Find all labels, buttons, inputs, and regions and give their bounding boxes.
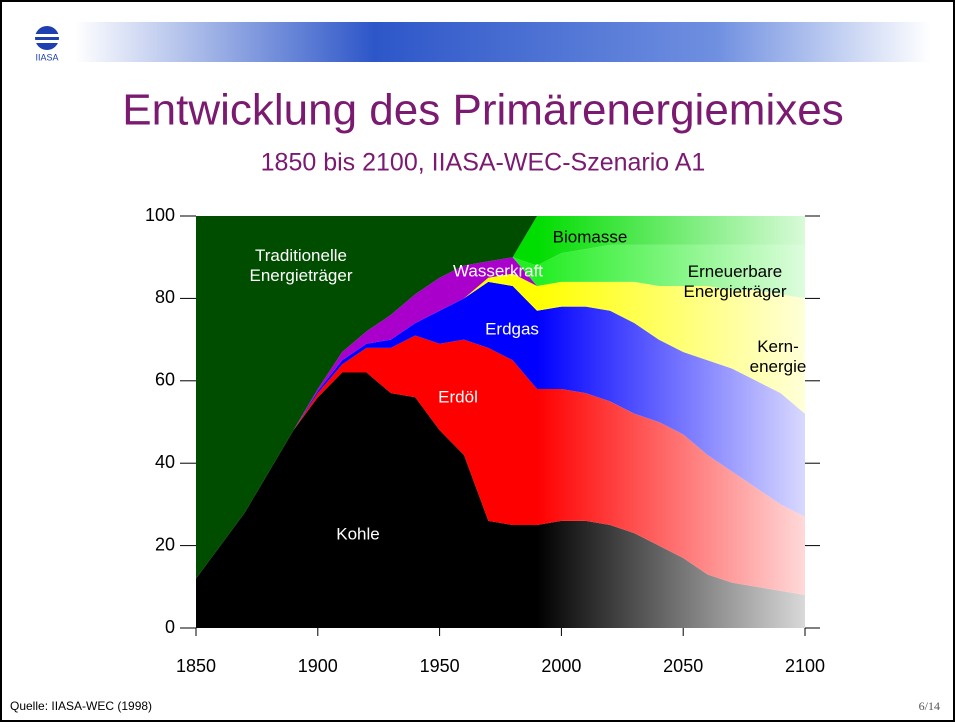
page-number: 6/14 <box>919 699 940 713</box>
area-label: Traditionelle Energieträger <box>249 246 352 285</box>
scenario-fade <box>537 216 805 628</box>
slide-subtitle: 1850 bis 2100, IIASA-WEC-Szenario A1 <box>261 149 706 177</box>
area-label: Biomasse <box>553 227 628 246</box>
area-label: Erdöl <box>438 387 478 406</box>
logo-text: IIASA <box>35 52 58 62</box>
area <box>196 216 805 579</box>
y-tick-label: 80 <box>155 287 175 307</box>
area-label: Erneuerbare Energieträger <box>683 262 786 301</box>
y-tick-label: 40 <box>155 452 175 472</box>
header-banner <box>75 22 930 62</box>
source-note: Quelle: IIASA-WEC (1998) <box>10 699 152 713</box>
slide-title: Entwicklung des Primärenergiemixes <box>122 86 843 135</box>
area-label: Kohle <box>336 524 379 543</box>
x-tick-label: 1950 <box>420 656 460 676</box>
x-tick-label: 2000 <box>541 656 581 676</box>
area-label: Erdgas <box>485 319 539 338</box>
x-tick-label: 2050 <box>663 656 703 676</box>
x-tick-label: 1900 <box>298 656 338 676</box>
y-tick-label: 20 <box>155 534 175 554</box>
x-tick-label: 2100 <box>785 656 825 676</box>
y-tick-label: 100 <box>145 205 175 225</box>
chart: Kohle Erdöl Erdgas Kern-energie Wasserkraft E… <box>145 205 825 676</box>
logo: IIASA <box>35 26 59 62</box>
x-tick-label: 1850 <box>176 656 216 676</box>
y-tick-label: 0 <box>165 617 175 637</box>
y-tick-label: 60 <box>155 370 175 390</box>
area-label: Wasserkraft <box>453 261 543 280</box>
area-label: Kern-energie <box>750 337 807 376</box>
